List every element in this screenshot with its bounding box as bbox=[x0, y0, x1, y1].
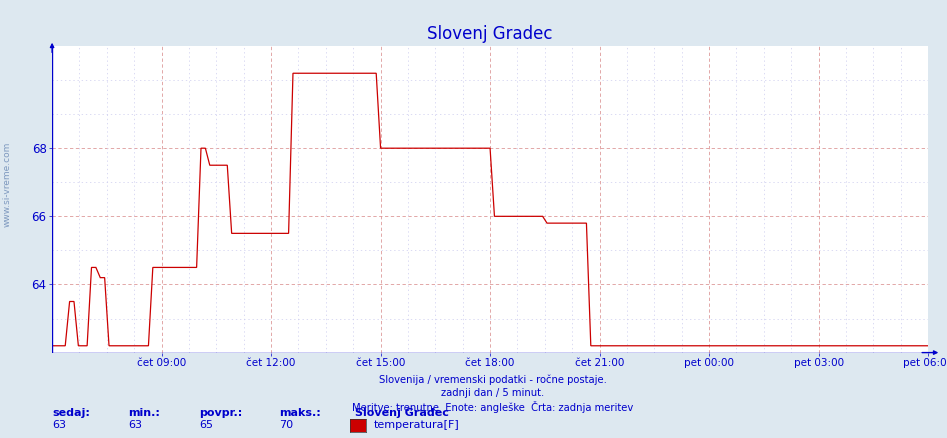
Text: Meritve: trenutne  Enote: angleške  Črta: zadnja meritev: Meritve: trenutne Enote: angleške Črta: … bbox=[352, 401, 633, 413]
Text: maks.:: maks.: bbox=[279, 408, 321, 418]
Text: 65: 65 bbox=[199, 420, 213, 431]
Text: www.si-vreme.com: www.si-vreme.com bbox=[3, 141, 12, 226]
Text: zadnji dan / 5 minut.: zadnji dan / 5 minut. bbox=[440, 388, 545, 398]
Text: 70: 70 bbox=[279, 420, 294, 431]
Title: Slovenj Gradec: Slovenj Gradec bbox=[427, 25, 553, 43]
Text: 63: 63 bbox=[128, 420, 142, 431]
Text: 63: 63 bbox=[52, 420, 66, 431]
Text: Slovenija / vremenski podatki - ročne postaje.: Slovenija / vremenski podatki - ročne po… bbox=[379, 374, 606, 385]
Text: sedaj:: sedaj: bbox=[52, 408, 90, 418]
Text: povpr.:: povpr.: bbox=[199, 408, 242, 418]
Text: Slovenj Gradec: Slovenj Gradec bbox=[355, 408, 449, 418]
Text: min.:: min.: bbox=[128, 408, 160, 418]
Text: temperatura[F]: temperatura[F] bbox=[374, 420, 460, 431]
